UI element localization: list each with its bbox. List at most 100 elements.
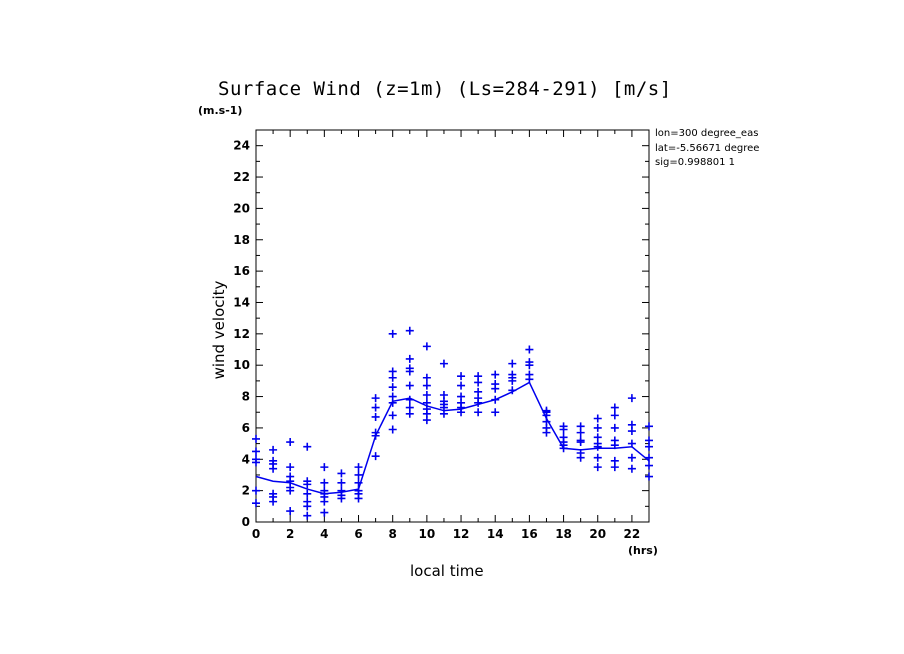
scatter-point	[371, 403, 380, 412]
scatter-point	[627, 427, 636, 436]
scatter-point	[593, 423, 602, 432]
chart-title: Surface Wind (z=1m) (Ls=284-291) [m/s]	[218, 78, 672, 100]
x-tick-label: 4	[320, 527, 328, 541]
scatter-point	[610, 463, 619, 472]
scatter-point	[252, 447, 260, 456]
scatter-point	[303, 442, 312, 451]
scatter-point	[508, 376, 517, 385]
plot-frame	[255, 129, 650, 523]
scatter-point	[354, 463, 363, 472]
x-tick-label: 0	[252, 527, 260, 541]
y-tick-label: 14	[233, 295, 250, 309]
scatter-point	[303, 511, 312, 520]
x-tick-label: 18	[555, 527, 572, 541]
scatter-point	[388, 373, 397, 382]
info-lon: lon=300 degree_eas	[655, 128, 759, 139]
scatter-point	[627, 464, 636, 473]
scatter-point	[303, 480, 312, 489]
scatter-point	[491, 408, 500, 417]
scatter-point	[491, 370, 500, 379]
scatter-point	[337, 469, 346, 478]
y-tick-label: 24	[233, 139, 250, 153]
x-tick-label: 22	[624, 527, 641, 541]
scatter-point	[645, 422, 653, 431]
scatter-point	[320, 508, 329, 517]
scatter-point	[337, 494, 346, 503]
y-tick-label: 6	[242, 421, 250, 435]
scatter-point	[405, 409, 414, 418]
scatter-point	[388, 425, 397, 434]
scatter-point	[593, 414, 602, 423]
scatter-point	[422, 373, 431, 382]
info-lat: lat=-5.56671 degree	[655, 143, 760, 154]
scatter-point	[388, 383, 397, 392]
x-tick-label: 2	[286, 527, 294, 541]
scatter-point	[320, 497, 329, 506]
scatter-point	[610, 403, 619, 412]
scatter-point	[627, 394, 636, 403]
y-tick-label: 2	[242, 484, 250, 498]
scatter-point	[645, 461, 653, 470]
scatter-point	[405, 381, 414, 390]
scatter-point	[269, 445, 278, 454]
y-tick-label: 8	[242, 390, 250, 404]
scatter-point	[269, 464, 278, 473]
scatter-point	[320, 478, 329, 487]
scatter-point	[457, 372, 466, 381]
mean-line	[255, 381, 650, 495]
scatter-point	[559, 425, 568, 434]
scatter-point	[252, 434, 260, 443]
y-tick-label: 10	[233, 358, 250, 372]
scatter-point	[645, 442, 653, 451]
info-sig: sig=0.998801 1	[655, 157, 735, 168]
scatter-point	[371, 412, 380, 421]
scatter-point	[422, 390, 431, 399]
scatter-point	[371, 452, 380, 461]
scatter-point	[576, 438, 585, 447]
scatter-point	[269, 497, 278, 506]
scatter-point	[320, 463, 329, 472]
x-axis-unit: (hrs)	[628, 544, 658, 557]
scatter-point	[252, 458, 260, 467]
scatter-point	[576, 453, 585, 462]
scatter-point	[337, 478, 346, 487]
scatter-point	[405, 367, 414, 376]
x-tick-label: 6	[354, 527, 362, 541]
scatter-point	[354, 494, 363, 503]
scatter-point	[286, 438, 295, 447]
scatter-point	[286, 486, 295, 495]
scatter-point	[474, 408, 483, 417]
y-tick-label: 18	[233, 233, 250, 247]
scatter-point	[388, 329, 397, 338]
scatter-point	[508, 359, 517, 368]
scatter-point	[303, 502, 312, 511]
scatter-point	[439, 359, 448, 368]
scatter-point	[474, 378, 483, 387]
scatter-point	[610, 423, 619, 432]
x-tick-label: 20	[589, 527, 606, 541]
scatter-point	[286, 507, 295, 516]
y-tick-label: 0	[242, 515, 250, 529]
scatter-point	[593, 442, 602, 451]
x-tick-label: 14	[487, 527, 504, 541]
scatter-point	[525, 345, 534, 354]
x-tick-label: 10	[419, 527, 436, 541]
x-axis-label: local time	[410, 562, 484, 580]
scatter-point	[371, 394, 380, 403]
y-tick-label: 4	[242, 452, 250, 466]
scatter-point	[252, 499, 260, 508]
scatter-point	[491, 384, 500, 393]
scatter-point	[645, 472, 653, 481]
scatter-point	[457, 381, 466, 390]
scatter-point	[405, 326, 414, 335]
scatter-point	[474, 398, 483, 407]
x-tick-label: 8	[389, 527, 397, 541]
scatter-point	[354, 470, 363, 479]
scatter-point	[422, 381, 431, 390]
scatter-point	[422, 416, 431, 425]
scatter-point	[576, 428, 585, 437]
scatter-point	[405, 354, 414, 363]
scatter-point	[388, 411, 397, 420]
scatter-point	[610, 411, 619, 420]
